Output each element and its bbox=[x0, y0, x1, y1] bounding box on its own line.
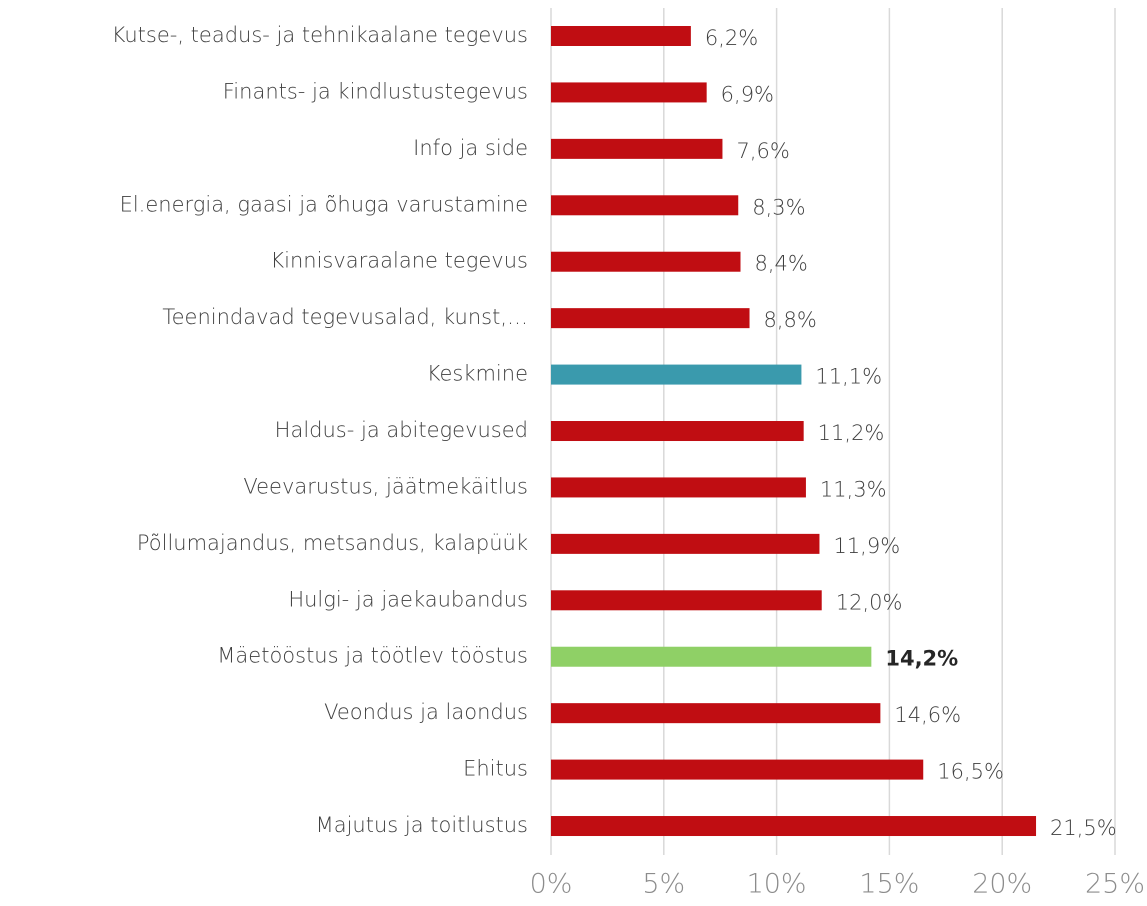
category-label: Kutse-, teadus- ja tehnikaalane tegevus bbox=[112, 23, 528, 47]
bar bbox=[551, 646, 872, 667]
bar bbox=[551, 533, 820, 554]
bar bbox=[551, 759, 924, 780]
value-label: 11,9% bbox=[833, 534, 900, 558]
category-label: El.energia, gaasi ja õhuga varustamine bbox=[120, 192, 528, 216]
bar bbox=[551, 308, 750, 329]
category-label: Haldus- ja abitegevused bbox=[275, 418, 528, 442]
bar bbox=[551, 816, 1037, 837]
value-label: 11,1% bbox=[815, 365, 882, 389]
bar bbox=[551, 590, 822, 611]
value-label: 8,3% bbox=[752, 195, 805, 219]
x-tick-label: 25% bbox=[1085, 869, 1145, 900]
category-label: Kinnisvaraalane tegevus bbox=[270, 249, 528, 273]
category-label: Veondus ja laondus bbox=[324, 700, 528, 724]
bar bbox=[551, 138, 723, 159]
x-tick-label: 10% bbox=[747, 869, 807, 900]
value-label: 14,2% bbox=[885, 647, 958, 671]
category-label: Põllumajandus, metsandus, kalapüük bbox=[137, 531, 528, 555]
category-label: Info ja side bbox=[413, 136, 528, 160]
bar bbox=[551, 251, 741, 272]
x-tick-label: 0% bbox=[530, 869, 573, 900]
value-label: 6,9% bbox=[721, 82, 774, 106]
category-label: Keskmine bbox=[427, 362, 528, 386]
category-label: Mäetööstus ja töötlev tööstus bbox=[217, 644, 528, 668]
bar bbox=[551, 82, 707, 103]
x-tick-label: 15% bbox=[859, 869, 919, 900]
value-label: 16,5% bbox=[937, 760, 1004, 784]
category-label: Teenindavad tegevusalad, kunst,… bbox=[162, 305, 528, 329]
bar bbox=[551, 703, 881, 724]
category-label: Majutus ja toitlustus bbox=[316, 813, 528, 837]
value-label: 8,8% bbox=[764, 308, 817, 332]
bar bbox=[551, 26, 691, 46]
value-label: 14,6% bbox=[894, 703, 961, 727]
value-label: 11,2% bbox=[818, 421, 885, 445]
bar bbox=[551, 195, 739, 216]
value-label: 8,4% bbox=[755, 252, 808, 276]
category-label: Finants- ja kindlustustegevus bbox=[223, 79, 528, 103]
bar bbox=[551, 421, 804, 442]
bar bbox=[551, 364, 802, 385]
x-tick-label: 5% bbox=[642, 869, 685, 900]
category-label: Veevarustus, jäätmekäitlus bbox=[243, 474, 528, 498]
value-label: 7,6% bbox=[736, 139, 789, 163]
value-label: 21,5% bbox=[1050, 816, 1117, 840]
value-label: 12,0% bbox=[836, 590, 903, 614]
x-tick-label: 20% bbox=[972, 869, 1032, 900]
value-label: 11,3% bbox=[820, 477, 887, 501]
value-label: 6,2% bbox=[705, 26, 758, 50]
category-label: Ehitus bbox=[463, 757, 528, 781]
bar bbox=[551, 477, 806, 498]
category-label: Hulgi- ja jaekaubandus bbox=[288, 587, 528, 611]
